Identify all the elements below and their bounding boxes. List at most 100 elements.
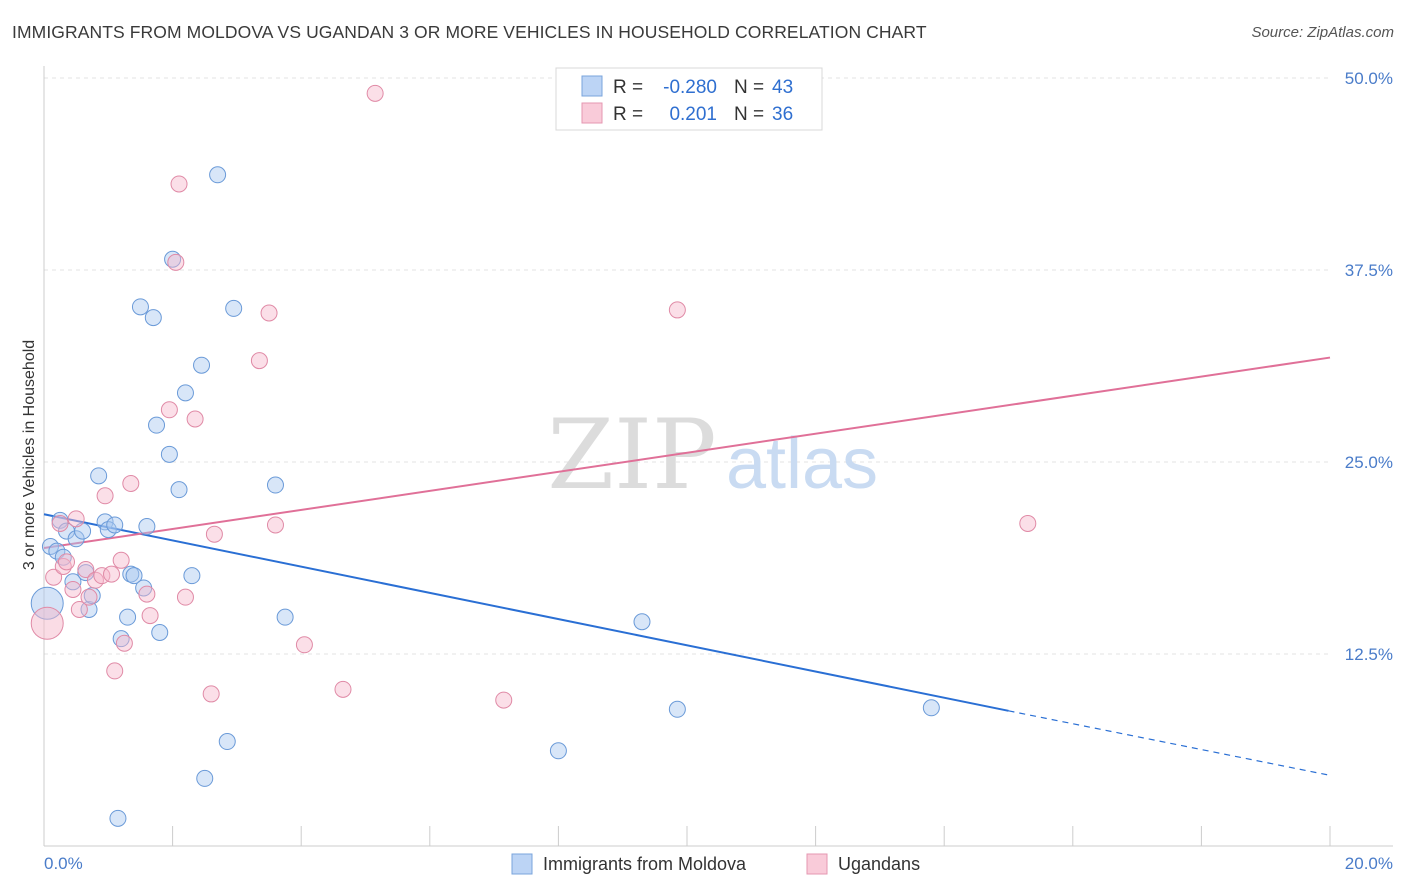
chart-title: IMMIGRANTS FROM MOLDOVA VS UGANDAN 3 OR … — [12, 22, 927, 42]
point-ugandans-27 — [250, 352, 268, 370]
point-moldova-27 — [160, 445, 178, 463]
trend-lines — [43, 356, 1331, 776]
point-moldova-36 — [225, 299, 243, 317]
point-ugandans-29 — [266, 516, 284, 534]
point-moldova-17 — [112, 630, 130, 648]
point-moldova-25 — [148, 416, 166, 434]
point-moldova-33 — [196, 769, 214, 787]
point-ugandans-12 — [96, 487, 114, 505]
point-ugandans-35 — [1019, 514, 1037, 532]
point-moldova-39 — [549, 742, 567, 760]
point-ugandans-23 — [176, 588, 194, 606]
point-ugandans-20 — [160, 401, 178, 419]
point-ugandans-1 — [45, 568, 63, 586]
trend-line-1 — [43, 356, 1331, 550]
series-legend-label-ugandans: Ugandans — [838, 854, 920, 874]
point-moldova-28 — [164, 250, 182, 268]
point-moldova-16 — [109, 809, 127, 827]
point-moldova-10 — [80, 600, 98, 618]
point-moldova-34 — [209, 166, 227, 184]
legend-n-value-1: 43 — [772, 77, 793, 98]
point-moldova-29 — [170, 481, 188, 499]
point-ugandans-5 — [64, 580, 82, 598]
point-ugandans-6 — [67, 510, 85, 528]
point-ugandans-21 — [167, 253, 185, 271]
point-ugandans-3 — [54, 557, 72, 575]
point-ugandans-13 — [103, 565, 121, 583]
point-moldova-31 — [183, 567, 201, 585]
point-moldova-42 — [922, 699, 940, 717]
x-tick-label-max: 20.0% — [1345, 854, 1393, 873]
point-ugandans-2 — [51, 514, 69, 532]
point-ugandans-30 — [295, 636, 313, 654]
series-legend-label-moldova: Immigrants from Moldova — [543, 854, 747, 874]
point-moldova-40 — [633, 613, 651, 631]
point-ugandans-22 — [170, 175, 188, 193]
point-moldova-21 — [131, 298, 149, 316]
y-tick-label-2: 37.5% — [1345, 261, 1393, 280]
point-ugandans-33 — [495, 691, 513, 709]
point-moldova-41 — [668, 700, 686, 718]
point-moldova-2 — [48, 542, 66, 560]
grid-lines — [44, 77, 1330, 655]
point-ugandans-18 — [138, 585, 156, 603]
watermark-atlas: atlas — [726, 424, 878, 504]
series-legend-swatch-ugandans — [806, 853, 828, 875]
series-legend-swatch-moldova — [511, 853, 533, 875]
y-axis-label: 3 or more Vehicles in Household — [21, 340, 38, 570]
y-tick-label-1: 25.0% — [1345, 453, 1393, 472]
legend-r-value-1: -0.280 — [663, 77, 717, 98]
watermark-zip: ZIP — [547, 399, 716, 511]
point-ugandans-7 — [70, 600, 88, 618]
correlation-legend: R = -0.280 N = 43 R = 0.201 N = 36 — [555, 67, 823, 131]
point-ugandans-26 — [205, 525, 223, 543]
legend-swatch-ugandans — [581, 102, 603, 124]
point-ugandans-34 — [668, 301, 686, 319]
point-moldova-18 — [119, 608, 137, 626]
point-moldova-37 — [266, 476, 284, 494]
point-moldova-24 — [144, 309, 162, 327]
point-moldova-20 — [125, 567, 143, 585]
series-legend: Immigrants from Moldova Ugandans — [511, 853, 920, 875]
legend-n-label-1: N = — [734, 77, 764, 98]
point-moldova-23 — [138, 518, 156, 536]
y-tick-labels: 12.5% 25.0% 37.5% 50.0% — [1345, 69, 1393, 664]
point-ugandans-24 — [186, 410, 204, 428]
point-moldova-12 — [90, 467, 108, 485]
x-tick-label-min: 0.0% — [44, 854, 83, 873]
point-moldova-15 — [106, 516, 124, 534]
point-moldova-30 — [176, 384, 194, 402]
point-ugandans-32 — [366, 84, 384, 102]
point-ugandans-28 — [260, 304, 278, 322]
point-ugandans-17 — [122, 475, 140, 493]
point-ugandans-14 — [106, 662, 124, 680]
trend-line-0 — [43, 513, 1009, 712]
source-note: Source: ZipAtlas.com — [1251, 24, 1394, 41]
legend-swatch-moldova — [581, 75, 603, 97]
legend-r-label-1: R = — [613, 77, 643, 98]
y-tick-label-0: 12.5% — [1345, 645, 1393, 664]
point-ugandans-0 — [30, 606, 64, 640]
point-ugandans-15 — [112, 551, 130, 569]
axes — [43, 66, 1393, 847]
point-moldova-4 — [54, 548, 72, 566]
data-points — [30, 84, 1037, 827]
point-ugandans-31 — [334, 680, 352, 698]
legend-n-label-2: N = — [734, 104, 764, 125]
point-moldova-35 — [218, 733, 236, 751]
point-ugandans-8 — [77, 561, 95, 579]
point-ugandans-19 — [141, 607, 159, 625]
point-ugandans-4 — [58, 553, 76, 571]
point-ugandans-16 — [115, 634, 133, 652]
legend-r-label-2: R = — [613, 104, 643, 125]
legend-n-value-2: 36 — [772, 104, 793, 125]
point-moldova-32 — [193, 356, 211, 374]
point-moldova-38 — [276, 608, 294, 626]
trend-line-extension-0 — [1008, 710, 1331, 776]
point-ugandans-9 — [80, 588, 98, 606]
legend-r-value-2: 0.201 — [669, 104, 717, 125]
point-moldova-26 — [151, 623, 169, 641]
y-tick-label-3: 50.0% — [1345, 69, 1393, 88]
point-ugandans-25 — [202, 685, 220, 703]
